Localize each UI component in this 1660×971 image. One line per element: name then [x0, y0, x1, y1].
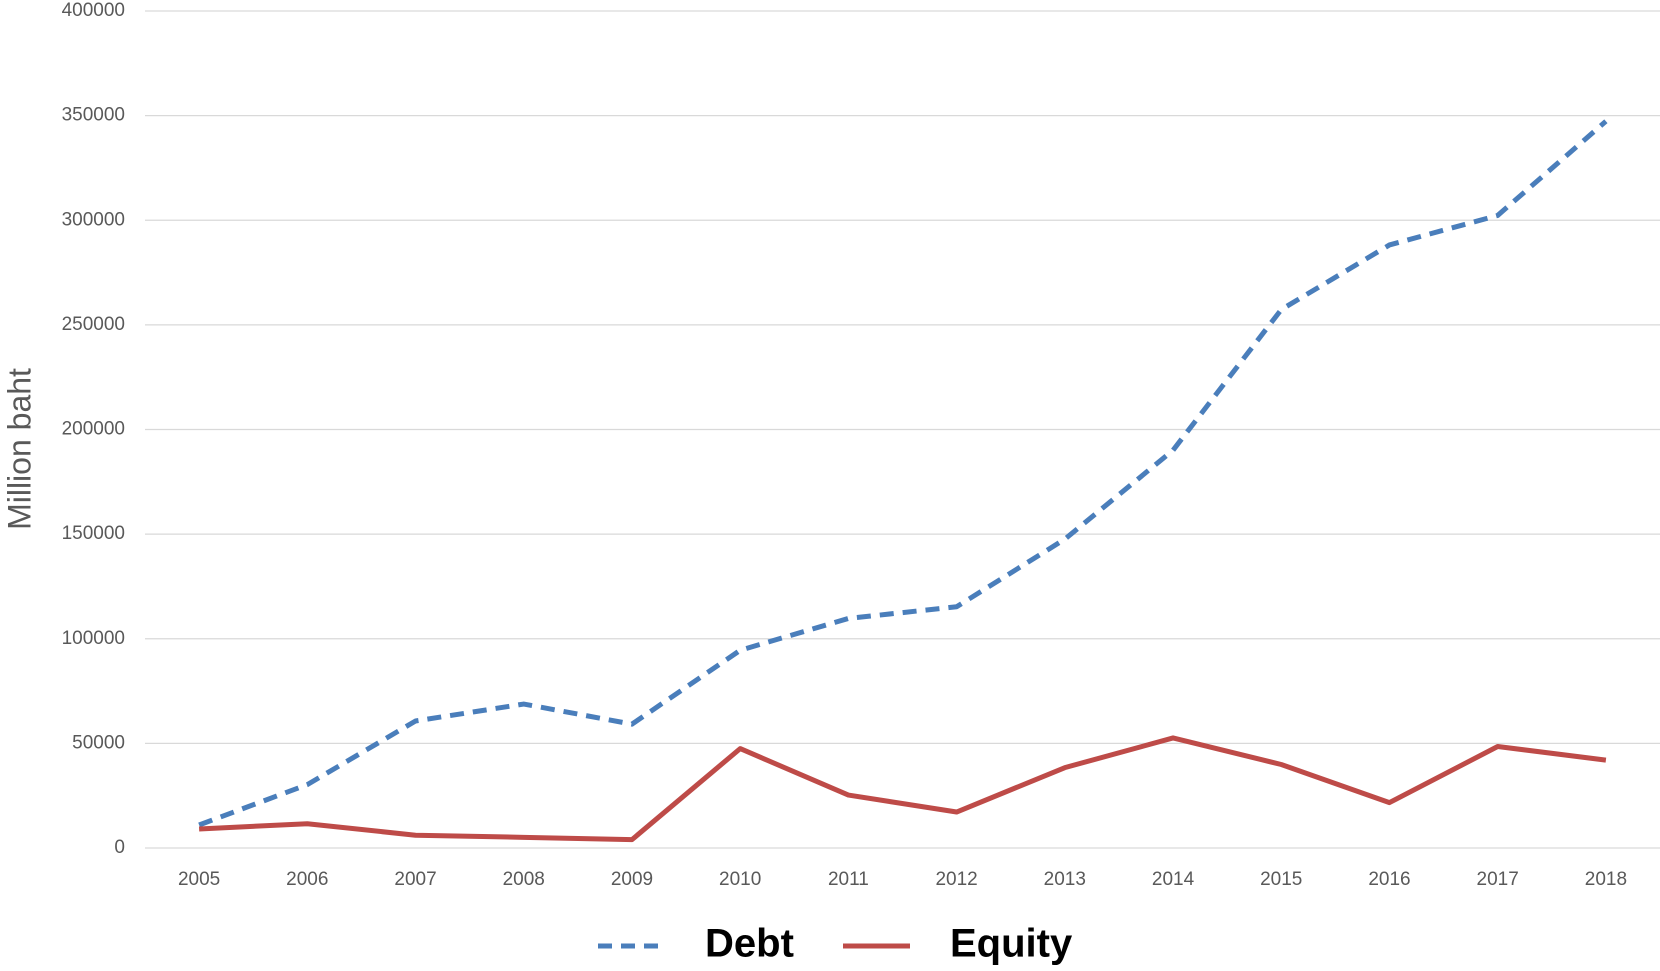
y-tick-label: 350000: [62, 105, 125, 126]
x-tick-label: 2006: [286, 869, 328, 890]
line-series: [198, 119, 1608, 828]
x-tick-label: 2011: [828, 869, 869, 890]
x-tick-label: 2013: [1044, 869, 1086, 890]
y-tick-label: 50000: [72, 732, 125, 753]
y-tick-label: 400000: [62, 0, 125, 21]
y-tick-label: 0: [114, 837, 125, 858]
y-tick-label: 100000: [62, 628, 125, 649]
legend-label: Debt: [705, 922, 794, 966]
x-tick-label: 2015: [1260, 869, 1302, 890]
x-tick-label: 2007: [394, 869, 436, 890]
x-tick-label: 2010: [719, 869, 761, 890]
x-tick-label: 2014: [1152, 869, 1195, 890]
x-tick-label: 2017: [1477, 869, 1519, 890]
y-tick-label: 200000: [62, 419, 125, 440]
legend-label: Equity: [950, 922, 1073, 966]
x-tick-label: 2005: [178, 869, 220, 890]
x-tick-label: 2012: [935, 869, 977, 890]
x-tick-label: 2016: [1368, 869, 1410, 890]
line-series: [198, 735, 1607, 843]
y-tick-label: 250000: [62, 314, 125, 335]
x-tick-label: 2018: [1585, 869, 1627, 890]
y-tick-label: 150000: [62, 523, 125, 544]
y-axis-title: Million baht: [1, 368, 37, 530]
x-tick-label: 2009: [611, 869, 653, 890]
y-tick-label: 300000: [62, 209, 125, 230]
x-tick-label: 2008: [503, 869, 545, 890]
